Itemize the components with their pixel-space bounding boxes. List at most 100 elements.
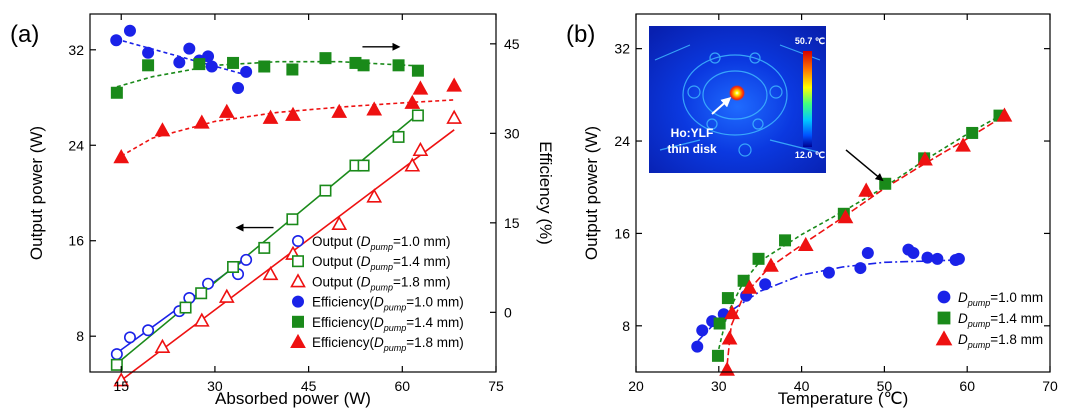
data-point-b-s0-1	[696, 324, 709, 337]
x-tick-label-a: 75	[488, 378, 504, 394]
disk-mount-outline	[654, 44, 821, 157]
legend-marker-a-5	[290, 333, 306, 348]
thermal-hotspot	[729, 85, 745, 101]
data-point-a-s2-6	[331, 215, 348, 231]
fit-line-b-series-2	[726, 114, 1005, 366]
data-point-a-s5-8	[404, 94, 421, 109]
data-point-b-s2-2	[724, 304, 740, 320]
y-tick-label-a: 24	[68, 137, 84, 153]
panel-a-label: (a)	[10, 21, 39, 48]
legend-label-b-2: Dpump=1.8 mm	[958, 332, 1043, 350]
panel-a-legend: Output (Dpump=1.0 mm) Output (Dpump=1.4 m…	[290, 234, 464, 353]
data-point-a-s1-3	[227, 260, 240, 273]
trend-arrow-b-0	[845, 149, 884, 182]
data-point-a-s2-0	[113, 372, 130, 387]
data-point-a-s0-1	[123, 331, 136, 344]
data-point-a-s1-8	[357, 159, 370, 172]
legend-marker-b-2	[935, 330, 953, 346]
data-point-b-s2-7	[858, 182, 875, 197]
data-point-b-s1-7	[879, 177, 892, 190]
y-tick-label-b: 32	[614, 41, 630, 57]
thermal-image-inset: Ho:YLF thin disk 50.7 ℃ 12.0 ℃	[649, 26, 826, 173]
data-point-a-s5-1	[154, 122, 171, 137]
panel-b-plot-frame	[635, 13, 1051, 373]
data-point-a-s3-8	[232, 81, 245, 94]
data-point-a-s5-7	[366, 101, 383, 116]
x-tick-label-b: 20	[628, 378, 644, 394]
legend-label-a-0: Output (Dpump=1.0 mm)	[312, 234, 450, 252]
data-point-b-s2-8	[917, 151, 933, 166]
data-point-a-s3-2	[142, 46, 155, 59]
data-point-a-s3-0	[110, 34, 123, 47]
legend-label-a-2: Output (Dpump=1.8 mm)	[312, 274, 450, 292]
x-tick-label-a: 30	[207, 378, 223, 394]
x-tick-label-a: 45	[301, 378, 317, 394]
data-point-a-s4-8	[357, 59, 370, 72]
y-tick-label-a: 32	[68, 42, 84, 58]
data-point-a-s2-2	[193, 312, 210, 327]
colorbar-min-label: 12.0 ℃	[795, 150, 825, 160]
y2-tick-label-a: 30	[504, 125, 520, 141]
y2-tick-label-a: 45	[504, 36, 520, 52]
data-point-a-s0-0	[110, 348, 123, 361]
data-point-a-s2-10	[446, 109, 463, 124]
data-point-a-s3-7	[205, 60, 218, 73]
data-point-b-s0-0	[691, 340, 704, 353]
data-point-a-s1-6	[319, 184, 332, 197]
data-point-b-s0-7	[854, 262, 867, 275]
data-point-a-s3-1	[123, 24, 136, 37]
x-tick-label-b: 40	[794, 378, 810, 394]
data-point-a-s5-10	[446, 77, 463, 92]
data-point-a-s2-8	[404, 157, 421, 172]
fit-line-a-series-3	[115, 38, 247, 76]
panel-b-xlabel: Temperature (℃)	[778, 389, 909, 408]
data-point-a-s1-9	[392, 130, 405, 143]
data-point-a-s1-4	[258, 241, 271, 254]
panel-a-ylabel: Output power (W)	[27, 126, 46, 260]
data-point-a-s4-0	[110, 86, 123, 99]
data-point-a-s0-7	[240, 253, 253, 266]
legend-label-a-5: Efficiency(Dpump=1.8 mm)	[312, 335, 464, 353]
data-point-b-s1-0	[711, 349, 724, 362]
panel-a: (a) 15 30 45 60 75 8 16 24 32 0 15 30 45 Absorbed po…	[10, 13, 555, 408]
data-point-b-s0-12	[931, 252, 944, 265]
data-point-a-s5-5	[285, 106, 301, 121]
data-point-b-s2-5	[797, 236, 814, 251]
panel-b-label: (b)	[566, 21, 595, 48]
data-point-a-s0-2	[142, 324, 155, 337]
data-point-b-s2-4	[763, 257, 779, 272]
y-tick-label-b: 24	[614, 133, 630, 149]
thin-disk-label-line1: Ho:YLF	[671, 126, 714, 140]
data-point-b-s1-2	[721, 292, 734, 305]
data-point-a-s5-3	[218, 103, 235, 118]
data-point-a-s1-5	[286, 213, 299, 226]
data-point-b-s2-0	[719, 361, 735, 376]
legend-marker-a-2	[290, 273, 306, 288]
legend-marker-a-3	[291, 295, 304, 308]
data-point-a-s3-6	[202, 50, 215, 63]
legend-marker-b-1	[937, 311, 951, 325]
data-point-a-s5-4	[262, 109, 279, 124]
legend-marker-b-0	[937, 290, 951, 304]
data-point-a-s5-2	[193, 114, 210, 129]
data-point-a-s5-6	[331, 103, 348, 118]
panel-b-ylabel: Output power (W)	[582, 126, 601, 260]
data-point-b-s1-4	[752, 252, 765, 265]
data-point-a-s3-9	[240, 65, 253, 78]
fit-line-a-series-1	[116, 113, 419, 365]
y-tick-label-b: 16	[614, 225, 630, 241]
data-point-a-s3-3	[173, 56, 186, 69]
data-point-b-s1-5	[779, 234, 792, 247]
data-point-a-s2-7	[366, 188, 383, 203]
legend-label-b-0: Dpump=1.0 mm	[958, 290, 1043, 308]
data-point-b-s2-6	[837, 209, 854, 224]
data-point-a-s5-0	[113, 149, 130, 164]
data-point-a-s4-5	[286, 63, 299, 76]
data-point-a-s2-3	[218, 288, 235, 303]
x-tick-label-b: 70	[1042, 378, 1058, 394]
data-point-a-s4-9	[392, 59, 405, 72]
data-point-a-s4-3	[227, 56, 240, 69]
data-point-a-s4-4	[258, 60, 271, 73]
